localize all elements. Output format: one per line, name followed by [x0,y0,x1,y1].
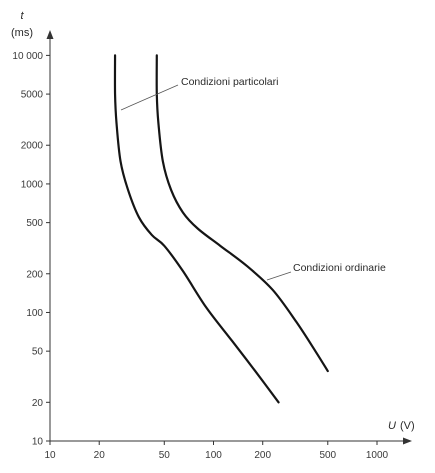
y-tick-label: 2000 [21,141,44,152]
y-tick-label: 20 [32,398,44,409]
y-ticks: 10 20 50 100 200 500 1000 2000 5000 10 000 [12,51,50,448]
series-layer [113,54,329,404]
leader-line-ordinarie [266,271,292,281]
y-axis-symbol: t [20,10,24,22]
x-axis-symbol: U [388,420,396,432]
y-tick-label: 1000 [21,179,44,190]
x-ticks: 10 20 50 100 200 500 1000 [44,441,389,461]
x-tick-label: 1000 [366,450,389,461]
x-axis-unit: (V) [400,420,415,432]
x-tick-label: 200 [254,450,271,461]
y-axis-arrow [46,30,54,39]
series-line-particolari [113,54,280,404]
y-tick-label: 500 [26,218,43,229]
annotation-ordinarie: Condizioni ordinarie [293,262,386,274]
y-tick-label: 5000 [21,90,44,101]
x-tick-label: 500 [319,450,336,461]
y-tick-label: 200 [26,269,43,280]
x-tick-label: 100 [205,450,222,461]
series-line-ordinarie [155,54,329,373]
y-axis-unit: (ms) [11,27,33,39]
y-tick-label: 10 [32,437,44,448]
leader-line-particolari [120,84,179,111]
y-tick-label: 10 000 [12,51,43,62]
x-tick-label: 20 [94,450,106,461]
y-tick-label: 50 [32,347,44,358]
annotations: Condizioni particolari Condizioni ordina… [120,76,386,281]
x-tick-label: 50 [159,450,171,461]
x-axis-arrow [403,437,412,445]
y-tick-label: 100 [26,308,43,319]
x-tick-label: 10 [44,450,56,461]
y-axis: 10 20 50 100 200 500 1000 2000 5000 10 000 t (ms) [11,10,54,448]
x-axis: 10 20 50 100 200 500 1000 U (V) [44,420,414,461]
annotation-particolari: Condizioni particolari [181,76,278,88]
